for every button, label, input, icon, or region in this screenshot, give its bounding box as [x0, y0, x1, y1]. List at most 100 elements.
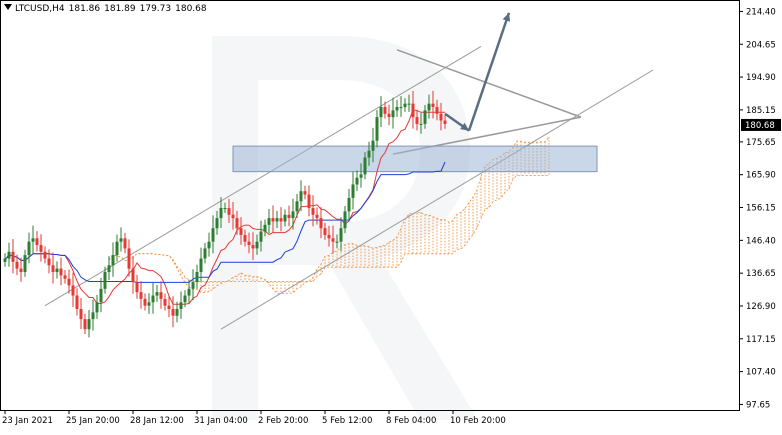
x-tick-label: 28 Jan 12:00 — [130, 416, 184, 426]
candle-body — [147, 302, 151, 306]
candle-body — [351, 184, 355, 198]
candle-body — [159, 292, 163, 299]
candle-body — [275, 218, 279, 222]
candle-body — [419, 123, 423, 125]
forecast-arrow-up-head — [502, 12, 511, 22]
candle-body — [423, 110, 427, 124]
candle-body — [195, 271, 199, 283]
candle-body — [327, 234, 331, 239]
y-tick-label: 117.15 — [746, 335, 776, 345]
candle-body — [163, 298, 167, 306]
candle-body — [323, 228, 327, 235]
candle-body — [175, 309, 179, 316]
y-tick-label: 107.40 — [746, 368, 776, 378]
candle-body — [47, 258, 51, 266]
kijun-sen-line — [4, 161, 446, 283]
candle-body — [135, 282, 139, 293]
candle-body — [303, 191, 307, 195]
candle-body — [247, 241, 251, 246]
candle-body — [131, 268, 135, 283]
candle-body — [279, 218, 283, 222]
x-axis: 23 Jan 2021 25 Jan 20:00 28 Jan 12:00 31 Ja… — [2, 410, 506, 426]
candle-body — [211, 228, 215, 242]
candle-body — [227, 208, 231, 215]
candle-body — [191, 282, 195, 289]
candle-body — [55, 268, 59, 272]
y-tick-label: 146.40 — [746, 236, 776, 246]
open-value: 181.86 — [68, 4, 101, 14]
candle-body — [103, 271, 107, 289]
candle-body — [95, 302, 99, 313]
candle-body — [139, 292, 143, 299]
senkou-span-a — [108, 136, 550, 294]
x-tick-label: 8 Feb 04:00 — [386, 416, 436, 426]
y-axis: 214.40 204.65 194.90 185.15 175.65 165.90 156.… — [739, 7, 781, 410]
low-value: 179.73 — [139, 4, 172, 14]
candle-body — [223, 208, 227, 210]
candle-body — [127, 248, 131, 269]
y-tick-label: 136.65 — [746, 269, 776, 279]
candle-body — [63, 275, 67, 279]
x-tick-label: 5 Feb 12:00 — [322, 416, 372, 426]
candle-body — [79, 309, 83, 320]
candle-body — [43, 251, 47, 259]
candle-body — [311, 208, 315, 215]
candle-body — [115, 241, 119, 256]
ichimoku-cloud — [108, 136, 550, 294]
candle-body — [335, 241, 339, 243]
candle-body — [51, 265, 55, 272]
candle-body — [123, 238, 127, 249]
candle-body — [187, 288, 191, 296]
candle-body — [207, 241, 211, 249]
candle-body — [403, 103, 407, 108]
candle-body — [363, 157, 367, 175]
candle-body — [439, 113, 443, 121]
candle-body — [259, 231, 263, 242]
candle-body — [35, 238, 39, 246]
candle-body — [339, 228, 343, 242]
candle-body — [375, 117, 379, 141]
x-tick-label: 31 Jan 04:00 — [194, 416, 248, 426]
candle-body — [443, 120, 447, 124]
candle-body — [67, 278, 71, 286]
y-tick-label: 175.65 — [746, 138, 776, 148]
candle-body — [407, 103, 411, 105]
candle-body — [287, 214, 291, 219]
candles — [3, 90, 447, 338]
candle-body — [331, 238, 335, 242]
candle-body — [435, 107, 439, 114]
candle-body — [199, 258, 203, 272]
candle-body — [291, 211, 295, 219]
candle-body — [111, 255, 115, 266]
y-tick-label: 97.65 — [746, 400, 770, 410]
support-zone-rect — [232, 145, 598, 173]
candle-body — [235, 218, 239, 229]
plot-frame — [0, 0, 740, 411]
candle-body — [391, 110, 395, 118]
candle-body — [283, 214, 287, 222]
candle-body — [19, 268, 23, 272]
candle-body — [75, 295, 79, 310]
current-price-label: 180.68 — [745, 121, 775, 131]
candle-body — [271, 218, 275, 222]
triangle-upper-line — [396, 49, 582, 118]
candle-body — [87, 319, 91, 330]
x-tick-label: 10 Feb 20:00 — [450, 416, 506, 426]
high-value: 181.89 — [104, 4, 136, 14]
candle-body — [219, 208, 223, 219]
candle-body — [343, 211, 347, 229]
candle-body — [411, 103, 415, 118]
dropdown-icon[interactable] — [4, 4, 12, 10]
chart-header: LTCUSD,H4 181.86 181.89 179.73 180.68 — [4, 4, 211, 14]
candle-body — [231, 214, 235, 219]
candle-body — [155, 292, 159, 296]
candle-body — [3, 258, 7, 262]
candle-body — [307, 194, 311, 209]
y-tick-label: 156.15 — [746, 204, 776, 214]
candle-body — [415, 117, 419, 124]
symbol-label: LTCUSD,H4 — [15, 4, 65, 14]
candle-body — [143, 298, 147, 306]
candle-body — [319, 218, 323, 229]
